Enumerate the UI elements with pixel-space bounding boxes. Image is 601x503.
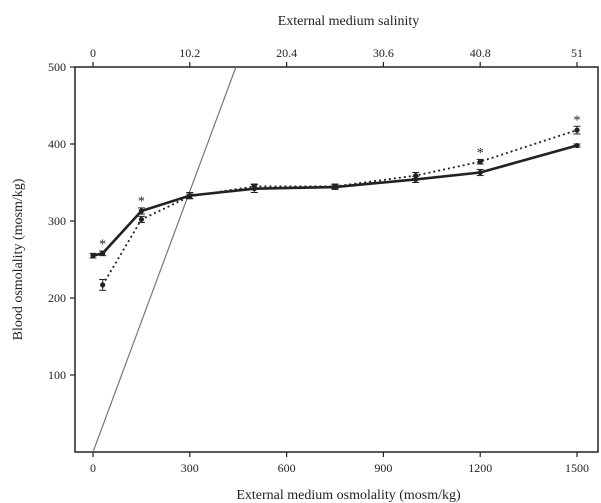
x-axis-title: External medium osmolality (mosm/kg) (236, 488, 461, 503)
y-tick-label: 500 (48, 60, 66, 74)
series-layer (89, 125, 581, 291)
data-point (90, 253, 96, 259)
y-tick-label: 300 (48, 214, 66, 228)
series-solid (89, 142, 581, 259)
x-tick-label: 300 (181, 461, 199, 475)
top-tick-label: 10.2 (179, 46, 200, 60)
y-tick-label: 200 (48, 291, 66, 305)
y-axis-ticks: 100 200 300 400 500 (48, 60, 75, 382)
data-point (413, 176, 419, 183)
data-point (138, 216, 144, 223)
y-tick-label: 400 (48, 137, 66, 151)
series-dotted (99, 125, 581, 291)
plot-frame (74, 66, 599, 453)
x-tick-label: 0 (90, 461, 96, 475)
data-point (574, 127, 580, 133)
significance-asterisk: * (574, 114, 581, 129)
top-tick-label: 40.8 (470, 46, 491, 60)
isosmotic-line (92, 66, 237, 453)
data-point (477, 169, 483, 176)
data-point (477, 159, 483, 165)
x-axis-ticks: 0 300 600 900 1200 1500 (90, 452, 589, 475)
series-line (92, 144, 578, 257)
x-tick-label: 600 (278, 461, 296, 475)
data-point (332, 183, 338, 189)
top-tick-label: 51 (571, 46, 583, 60)
annotation-layer: * * * * (99, 114, 580, 253)
y-axis-title: Blood osmolality (mosm/kg) (11, 178, 26, 340)
data-point (413, 172, 419, 179)
x-tick-label: 1200 (468, 461, 492, 475)
significance-asterisk: * (99, 238, 106, 253)
data-point (574, 142, 580, 149)
x-tick-label: 900 (374, 461, 392, 475)
top-axis-ticks: 0 10.2 20.4 30.6 40.8 51 (90, 46, 583, 67)
y-tick-label: 100 (48, 368, 66, 382)
top-axis-title: External medium salinity (278, 14, 420, 29)
data-point (251, 183, 257, 189)
top-tick-label: 20.4 (276, 46, 297, 60)
data-point (138, 208, 144, 214)
significance-asterisk: * (477, 146, 484, 161)
top-tick-label: 0 (90, 46, 96, 60)
x-tick-label: 1500 (565, 461, 589, 475)
data-point (187, 193, 193, 199)
significance-asterisk: * (138, 194, 145, 209)
data-point (100, 282, 106, 288)
data-point (100, 250, 106, 256)
series-line (101, 129, 578, 286)
top-tick-label: 30.6 (373, 46, 394, 60)
